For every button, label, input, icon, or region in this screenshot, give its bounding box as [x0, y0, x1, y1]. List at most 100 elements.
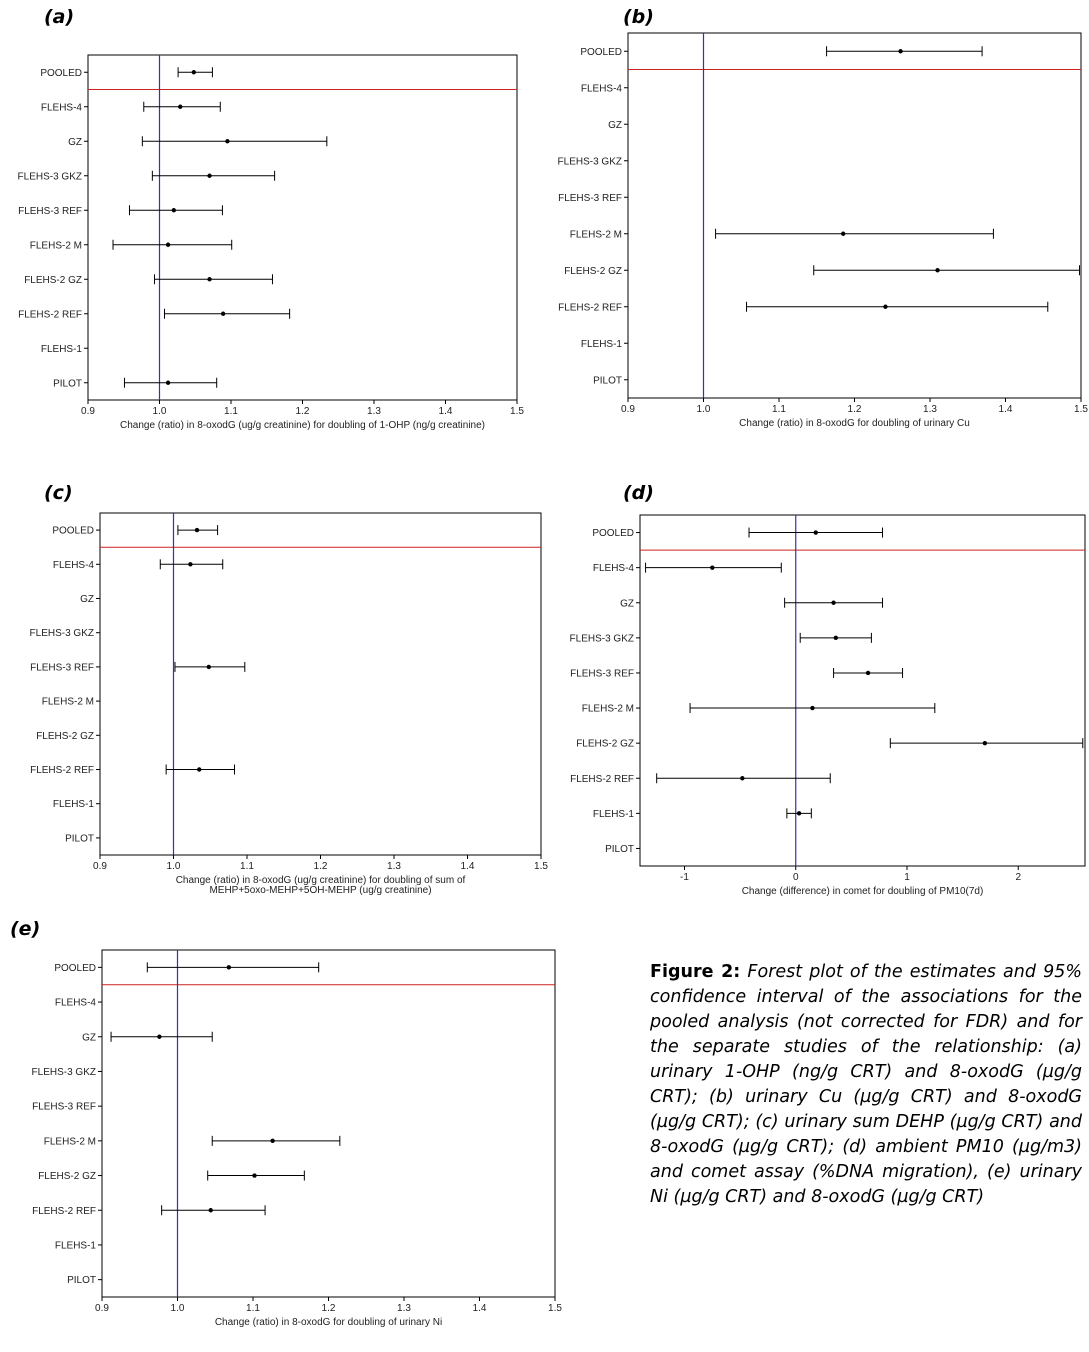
category-label: GZ: [620, 598, 634, 609]
estimate-point: [220, 311, 226, 316]
plot-frame: [639, 514, 1086, 867]
category-label: GZ: [80, 594, 94, 605]
estimate-point: [810, 705, 815, 711]
x-tick-label: 0.9: [93, 861, 107, 872]
category-label: POOLED: [592, 528, 634, 539]
category-label: GZ: [608, 120, 622, 131]
category-label: FLEHS-1: [581, 339, 623, 350]
estimate-point: [165, 380, 171, 385]
estimate-point: [157, 1034, 162, 1039]
estimate-point: [208, 1208, 213, 1213]
x-tick-label: 1.2: [296, 406, 310, 417]
x-tick-label: 1.1: [240, 861, 254, 872]
x-tick-label: 1.4: [439, 406, 453, 417]
category-label: FLEHS-3 GKZ: [558, 156, 622, 167]
x-tick-label: 0: [793, 872, 799, 883]
category-label: PILOT: [593, 375, 622, 386]
estimate-point: [982, 740, 988, 746]
category-label: FLEHS-2 GZ: [564, 266, 622, 277]
category-label: FLEHS-4: [593, 563, 635, 574]
category-label: FLEHS-3 GKZ: [32, 1067, 96, 1078]
category-label: FLEHS-1: [53, 799, 95, 810]
estimate-point: [883, 304, 888, 309]
panel-label-c: (c): [44, 482, 73, 504]
category-label: FLEHS-2 GZ: [38, 1171, 96, 1182]
estimate-point: [710, 565, 715, 570]
category-label: FLEHS-2 REF: [570, 774, 634, 785]
estimate-point: [865, 670, 871, 676]
category-label: FLEHS-2 REF: [30, 765, 94, 776]
category-label: FLEHS-1: [55, 1240, 97, 1251]
estimate-point: [270, 1138, 275, 1144]
x-tick-label: 1.3: [923, 404, 937, 415]
estimate-point: [840, 231, 846, 236]
panel-label-a: (a): [44, 6, 75, 28]
category-label: FLEHS-2 GZ: [576, 739, 634, 750]
estimate-point: [206, 664, 211, 670]
category-label: POOLED: [54, 963, 96, 974]
category-label: PILOT: [53, 378, 82, 389]
category-label: FLEHS-1: [41, 344, 83, 355]
x-tick-label: 1.2: [314, 861, 328, 872]
category-label: FLEHS-3 GKZ: [30, 628, 94, 639]
estimate-point: [171, 208, 176, 213]
estimate-point: [225, 139, 230, 144]
category-label: FLEHS-3 REF: [18, 206, 82, 217]
category-label: FLEHS-3 REF: [558, 193, 622, 204]
estimate-point: [194, 527, 200, 533]
x-tick-label: 1.5: [548, 1303, 562, 1314]
estimate-point: [740, 776, 745, 781]
x-tick-label: 0.9: [95, 1303, 109, 1314]
x-tick-label: 0.9: [621, 404, 635, 415]
estimate-point: [252, 1173, 257, 1178]
x-axis-label: Change (difference) in comet for doublin…: [742, 886, 984, 897]
category-label: FLEHS-4: [41, 102, 83, 113]
x-tick-label: -1: [680, 872, 689, 883]
plot-frame: [101, 949, 556, 1298]
category-label: FLEHS-4: [55, 998, 97, 1009]
category-label: FLEHS-2 REF: [558, 302, 622, 313]
category-label: PILOT: [67, 1275, 96, 1286]
x-tick-label: 1.3: [387, 861, 401, 872]
x-axis-label: Change (ratio) in 8-oxodG (ug/g creatini…: [176, 875, 466, 886]
caption-text: Forest plot of the estimates and 95% con…: [650, 962, 1082, 1207]
x-axis-label: MEHP+5oxo-MEHP+5OH-MEHP (ug/g creatinine…: [209, 885, 431, 896]
category-label: FLEHS-2 M: [582, 704, 634, 715]
x-tick-label: 1.0: [167, 861, 181, 872]
x-tick-label: 1.5: [510, 406, 524, 417]
estimate-point: [165, 242, 171, 247]
category-label: POOLED: [580, 47, 622, 58]
x-tick-label: 1.4: [999, 404, 1013, 415]
category-label: FLEHS-2 M: [42, 697, 94, 708]
x-tick-label: 1.0: [153, 406, 167, 417]
x-axis-label: Change (ratio) in 8-oxodG for doubling o…: [739, 418, 970, 429]
x-tick-label: 1.3: [367, 406, 381, 417]
estimate-point: [207, 173, 212, 178]
estimate-point: [226, 965, 232, 970]
category-label: FLEHS-3 GKZ: [570, 633, 634, 644]
estimate-point: [796, 811, 802, 816]
category-label: FLEHS-2 REF: [18, 309, 82, 320]
category-label: FLEHS-2 M: [44, 1136, 96, 1147]
category-label: FLEHS-2 M: [30, 240, 82, 251]
category-label: FLEHS-2 REF: [32, 1206, 96, 1217]
estimate-point: [191, 70, 197, 75]
x-tick-label: 1.4: [473, 1303, 487, 1314]
panel-label-e: (e): [10, 918, 41, 940]
estimate-point: [178, 104, 183, 109]
x-tick-label: 1.2: [848, 404, 862, 415]
category-label: POOLED: [52, 526, 94, 537]
x-tick-label: 1.5: [1074, 404, 1088, 415]
category-label: PILOT: [65, 833, 94, 844]
estimate-point: [935, 268, 940, 273]
x-tick-label: 1.4: [461, 861, 475, 872]
x-tick-label: 1.1: [224, 406, 238, 417]
x-axis-label: Change (ratio) in 8-oxodG (ug/g creatini…: [120, 420, 485, 431]
x-tick-label: 1.2: [322, 1303, 336, 1314]
category-label: FLEHS-3 GKZ: [18, 171, 82, 182]
x-tick-label: 1.1: [772, 404, 786, 415]
